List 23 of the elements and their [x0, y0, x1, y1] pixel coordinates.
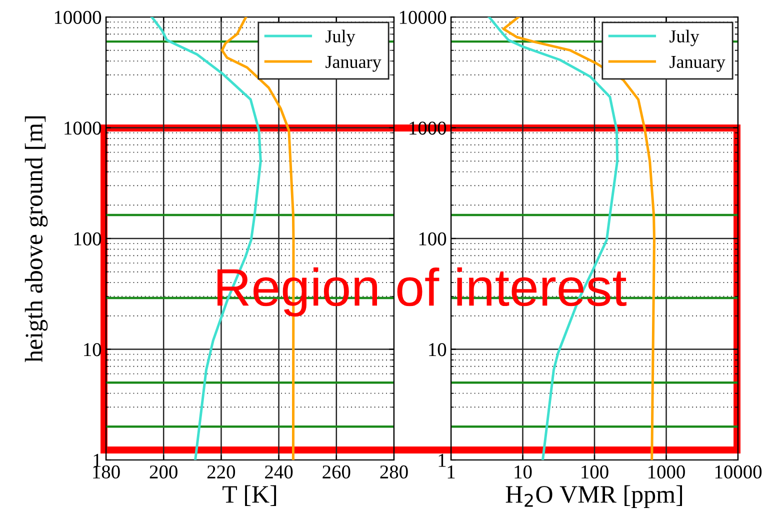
y-tick-label: 10000 [54, 10, 102, 24]
y-tick-label: 10000 [400, 10, 446, 24]
y-tick-label: 100 [419, 232, 446, 246]
x-tick-label: 1000 [648, 465, 685, 479]
x-tick-label: 1 [448, 466, 455, 478]
legend-label: July [670, 30, 700, 46]
x-tick-label: 10 [514, 465, 532, 479]
x-tick-label: 280 [380, 465, 408, 479]
x-tick-label: 10000 [715, 465, 762, 479]
x-axis-title: H$_{2}$O VMR [ppm] [506, 485, 682, 508]
y-axis-title: heigth above ground [m] [24, 116, 48, 362]
y-tick-label: 10 [429, 343, 446, 356]
x-tick-label: 240 [265, 465, 293, 479]
x-axis-title: T [K] [222, 485, 276, 506]
legend-label: January [670, 56, 726, 72]
x-tick-label: 180 [93, 465, 120, 479]
x-tick-label: 200 [150, 465, 178, 479]
y-tick-label: 1 [438, 454, 446, 467]
x-tick-label: 260 [322, 465, 350, 479]
legend-label: January [326, 56, 382, 72]
x-tick-label: 220 [207, 465, 236, 479]
x-tick-label: 100 [582, 465, 608, 479]
legend-label: July [326, 30, 356, 46]
